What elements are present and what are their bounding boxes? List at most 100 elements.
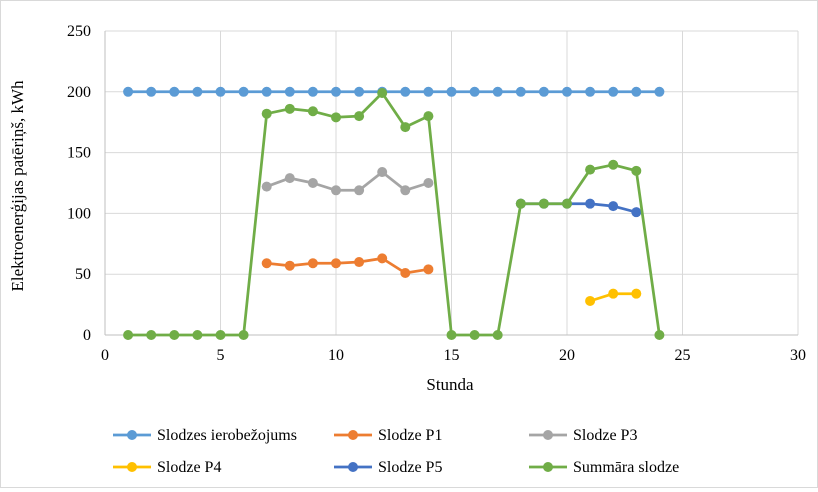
data-point	[400, 86, 411, 97]
data-point	[284, 173, 295, 184]
data-point	[654, 330, 665, 340]
data-point	[307, 86, 318, 97]
data-point	[400, 185, 411, 196]
data-point	[284, 86, 295, 97]
data-point	[585, 198, 596, 209]
legend-label: Slodze P3	[573, 427, 637, 444]
series-5	[515, 198, 642, 218]
y-tick-label: 0	[83, 327, 91, 344]
data-point	[192, 86, 203, 97]
series-3	[261, 167, 434, 196]
data-point	[585, 86, 596, 97]
data-point	[331, 86, 341, 97]
data-point	[238, 86, 249, 97]
data-point	[377, 253, 388, 264]
data-point	[400, 267, 411, 278]
y-tick-label: 150	[67, 145, 91, 162]
data-point	[354, 185, 365, 196]
series-4	[585, 288, 642, 306]
data-point	[169, 86, 180, 97]
legend-item: Slodzes ierobežojums	[113, 427, 297, 444]
legend-item: Slodze P3	[529, 427, 637, 444]
x-tick-labels: 0 5 10 15 20 25 30	[101, 347, 806, 364]
data-point	[423, 178, 434, 188]
data-point	[354, 86, 365, 97]
data-point	[469, 330, 480, 340]
data-point	[423, 111, 434, 122]
x-axis-title: Stunda	[426, 375, 474, 394]
legend-label: Slodze P1	[378, 427, 442, 444]
data-point	[492, 330, 503, 340]
data-point	[631, 86, 642, 97]
x-tick-label: 20	[559, 347, 575, 364]
y-tick-label: 250	[67, 23, 91, 40]
x-tick-label: 30	[790, 347, 806, 364]
x-tick-label: 25	[675, 347, 691, 364]
data-point	[261, 258, 272, 269]
data-point	[331, 112, 341, 123]
legend-item: Summāra slodze	[529, 459, 679, 476]
data-point	[215, 86, 226, 97]
data-point	[446, 86, 457, 97]
data-point	[446, 330, 457, 340]
data-point	[307, 258, 318, 269]
data-point	[192, 330, 203, 340]
data-point	[585, 295, 596, 306]
data-point	[400, 122, 411, 133]
legend-label: Slodze P4	[157, 459, 221, 476]
data-point	[123, 86, 134, 97]
data-point	[331, 258, 341, 269]
data-point	[169, 330, 180, 340]
data-point	[562, 198, 572, 209]
data-point	[608, 201, 619, 212]
series-1	[123, 86, 665, 97]
legend-swatch-marker	[543, 430, 553, 440]
data-point	[654, 86, 665, 97]
data-point	[284, 103, 295, 114]
y-axis-title: Elektroenerģijas patēriņš, kWh	[8, 80, 27, 292]
data-point	[608, 86, 619, 97]
data-point	[562, 86, 572, 97]
data-point	[538, 198, 549, 209]
legend-label: Slodze P5	[378, 459, 442, 476]
x-tick-label: 5	[217, 347, 225, 364]
legend-label: Summāra slodze	[573, 459, 679, 476]
series-2	[261, 253, 434, 278]
data-point	[585, 164, 596, 175]
data-point	[146, 86, 157, 97]
data-point	[123, 330, 134, 340]
data-point	[261, 86, 272, 97]
x-tick-label: 0	[101, 347, 109, 364]
series-group	[123, 86, 665, 340]
data-point	[492, 86, 503, 97]
data-point	[631, 207, 642, 218]
data-point	[377, 88, 388, 99]
series-line	[128, 91, 661, 337]
data-point	[631, 165, 642, 176]
data-point	[238, 330, 249, 340]
y-tick-label: 100	[67, 205, 91, 222]
data-point	[215, 330, 226, 340]
data-point	[146, 330, 157, 340]
legend-swatch-marker	[543, 462, 553, 472]
legend-swatch-marker	[127, 462, 137, 472]
data-point	[515, 198, 526, 209]
data-point	[377, 167, 388, 178]
data-point	[608, 159, 619, 170]
legend-swatch-marker	[348, 462, 358, 472]
data-point	[423, 264, 434, 275]
data-point	[284, 260, 295, 271]
data-point	[354, 111, 365, 122]
legend-item: Slodze P1	[334, 427, 442, 444]
data-point	[307, 178, 318, 188]
x-tick-label: 15	[444, 347, 460, 364]
data-point	[307, 106, 318, 117]
grid	[105, 30, 799, 335]
legend-label: Slodzes ierobežojums	[157, 427, 297, 444]
data-point	[538, 86, 549, 97]
y-tick-label: 50	[75, 266, 91, 283]
data-point	[423, 86, 434, 97]
legend-swatch-marker	[348, 430, 358, 440]
x-tick-label: 10	[328, 347, 344, 364]
